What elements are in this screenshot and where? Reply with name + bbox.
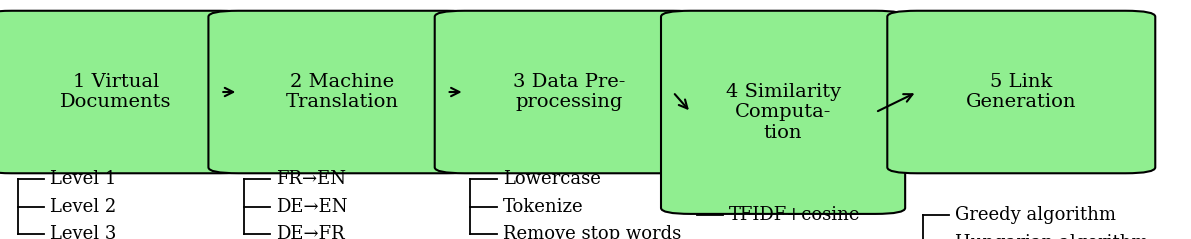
FancyBboxPatch shape bbox=[208, 11, 476, 173]
FancyBboxPatch shape bbox=[661, 11, 905, 214]
Text: Level 2: Level 2 bbox=[50, 198, 117, 216]
Text: Level 3: Level 3 bbox=[50, 225, 117, 239]
Text: TFIDF+cosine: TFIDF+cosine bbox=[729, 206, 860, 224]
Text: FR→EN: FR→EN bbox=[276, 170, 347, 188]
Text: DE→EN: DE→EN bbox=[276, 198, 348, 216]
Text: 3 Data Pre-
processing: 3 Data Pre- processing bbox=[512, 73, 625, 111]
Text: Lowercase: Lowercase bbox=[503, 170, 600, 188]
Text: 4 Similarity
Computa-
tion: 4 Similarity Computa- tion bbox=[725, 82, 841, 142]
Text: Level 1: Level 1 bbox=[50, 170, 117, 188]
Text: Hungarian algorithm: Hungarian algorithm bbox=[955, 234, 1149, 239]
Text: Greedy algorithm: Greedy algorithm bbox=[955, 206, 1116, 224]
Text: 5 Link
Generation: 5 Link Generation bbox=[966, 73, 1077, 111]
FancyBboxPatch shape bbox=[887, 11, 1155, 173]
Text: Remove stop words: Remove stop words bbox=[503, 225, 681, 239]
FancyBboxPatch shape bbox=[0, 11, 250, 173]
Text: 1 Virtual
Documents: 1 Virtual Documents bbox=[61, 73, 172, 111]
Text: DE→FR: DE→FR bbox=[276, 225, 345, 239]
FancyBboxPatch shape bbox=[435, 11, 703, 173]
Text: Tokenize: Tokenize bbox=[503, 198, 584, 216]
Text: 2 Machine
Translation: 2 Machine Translation bbox=[286, 73, 399, 111]
